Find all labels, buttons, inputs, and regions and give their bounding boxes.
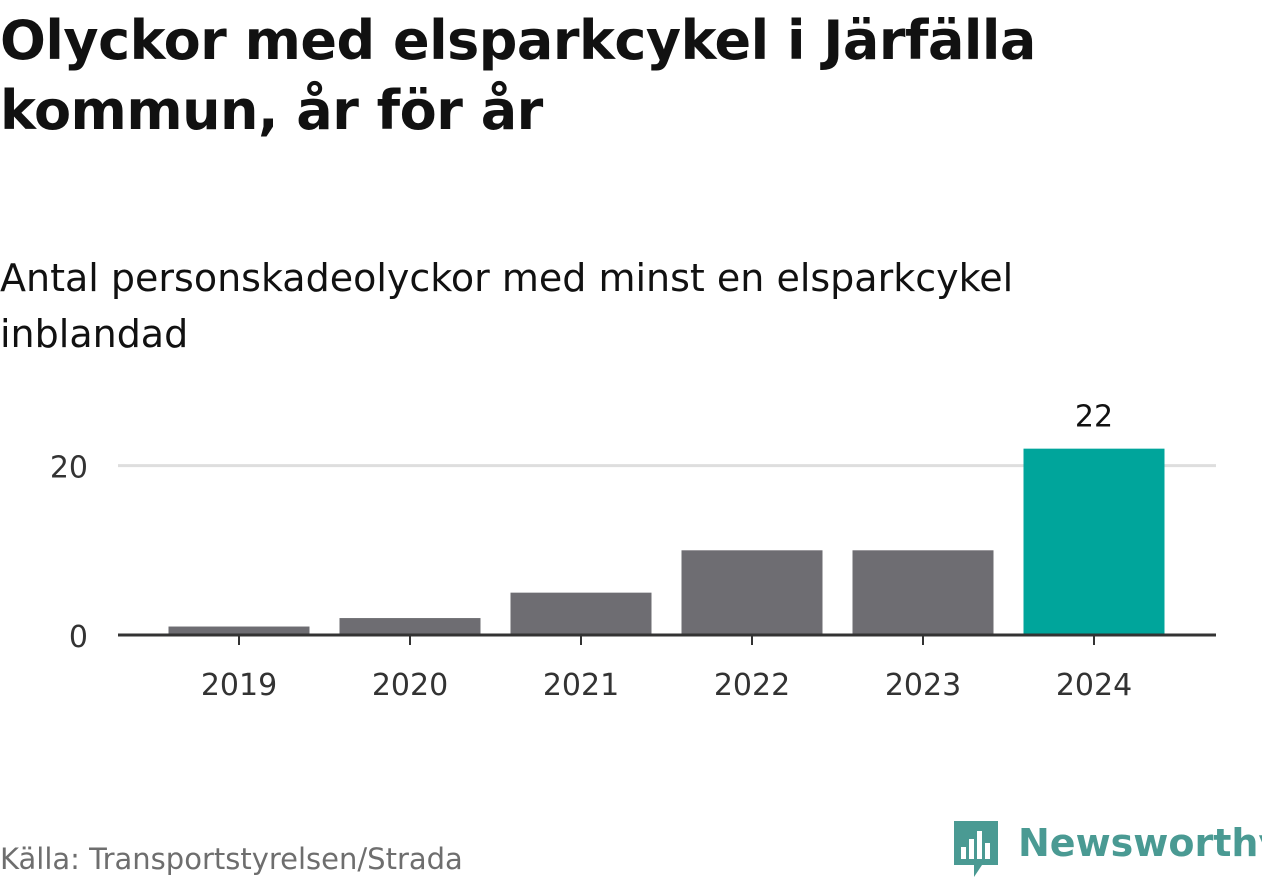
bar-2023: [852, 550, 994, 635]
x-tick-label: 2023: [885, 668, 961, 703]
bar-2022: [681, 550, 823, 635]
bar-2021: [510, 592, 652, 635]
x-tick-label: 2021: [543, 668, 619, 703]
bar-2019: [168, 626, 310, 635]
bar-2020: [339, 618, 481, 635]
bar-chart-speech-bubble-icon: [954, 821, 998, 877]
x-tick-label: 2024: [1056, 668, 1132, 703]
x-tick-label: 2019: [201, 668, 277, 703]
x-tick-label: 2020: [372, 668, 448, 703]
data-labels: 22: [1075, 400, 1113, 435]
brand-logo: Newsworthy: [952, 818, 1262, 880]
chart-subtitle: Antal personskadeolyckor med minst en el…: [0, 256, 1014, 356]
bar-2024: [1023, 448, 1165, 635]
source-note: Källa: Transportstyrelsen/Strada: [0, 842, 463, 876]
y-tick-label: 0: [69, 620, 88, 655]
data-label: 22: [1075, 400, 1113, 435]
bars: [168, 448, 1165, 635]
y-tick-label: 20: [50, 451, 88, 486]
chart-title: Olyckor med elsparkcykel i Järfälla komm…: [0, 9, 1036, 142]
brand-name: Newsworthy: [1018, 821, 1262, 865]
x-tick-label: 2022: [714, 668, 790, 703]
x-axis: 2019 2020 2021 2022 2023 2024: [118, 633, 1216, 703]
